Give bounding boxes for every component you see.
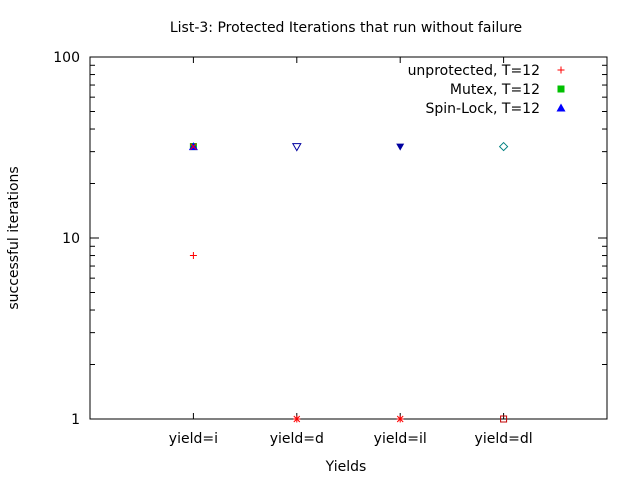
- data-point: [190, 143, 197, 150]
- y-tick-label: 1: [71, 412, 80, 428]
- data-point: [189, 252, 197, 260]
- legend: unprotected, T=12 Mutex, T=12 Spin-Lock, T…: [408, 63, 566, 117]
- data-point: [293, 415, 301, 423]
- data-point: [498, 141, 509, 152]
- x-tick-label: yield=dl: [475, 431, 533, 447]
- y-tick-label: 10: [62, 231, 80, 247]
- data-point: [291, 143, 302, 152]
- legend-label: unprotected, T=12: [408, 63, 540, 79]
- x-tick-label: yield=il: [374, 431, 427, 447]
- x-axis-label: Yields: [325, 459, 367, 475]
- x-tick-label: yield=d: [270, 431, 324, 447]
- data-point: [396, 143, 405, 151]
- data-point: [396, 415, 404, 423]
- data-points: [188, 141, 509, 423]
- x-tick-label: yield=i: [169, 431, 218, 447]
- y-tick-label: 100: [53, 50, 80, 66]
- legend-label: Mutex, T=12: [450, 82, 540, 98]
- y-axis: 1 10 100: [53, 50, 607, 428]
- legend-marker: [557, 85, 565, 93]
- legend-label: Spin-Lock, T=12: [425, 101, 540, 117]
- x-axis: yield=i yield=d yield=il yield=dl: [169, 57, 533, 447]
- y-axis-label: successful iterations: [6, 166, 22, 309]
- legend-marker: [557, 66, 565, 74]
- data-point: [500, 415, 508, 423]
- chart-title: List-3: Protected Iterations that run wi…: [170, 20, 522, 36]
- legend-marker: [556, 103, 566, 112]
